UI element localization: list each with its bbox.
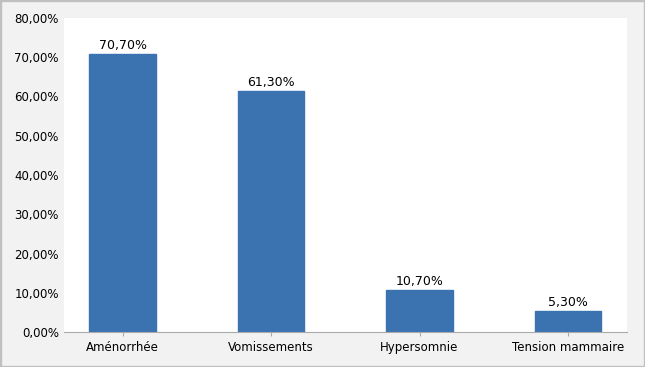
Text: 10,70%: 10,70%	[395, 275, 444, 288]
Text: 5,30%: 5,30%	[548, 296, 588, 309]
Bar	[386, 290, 453, 332]
Text: 70,70%: 70,70%	[99, 40, 146, 52]
Bar	[238, 91, 304, 332]
Text: 61,30%: 61,30%	[247, 76, 295, 90]
Bar	[535, 311, 601, 332]
Bar	[89, 54, 156, 332]
